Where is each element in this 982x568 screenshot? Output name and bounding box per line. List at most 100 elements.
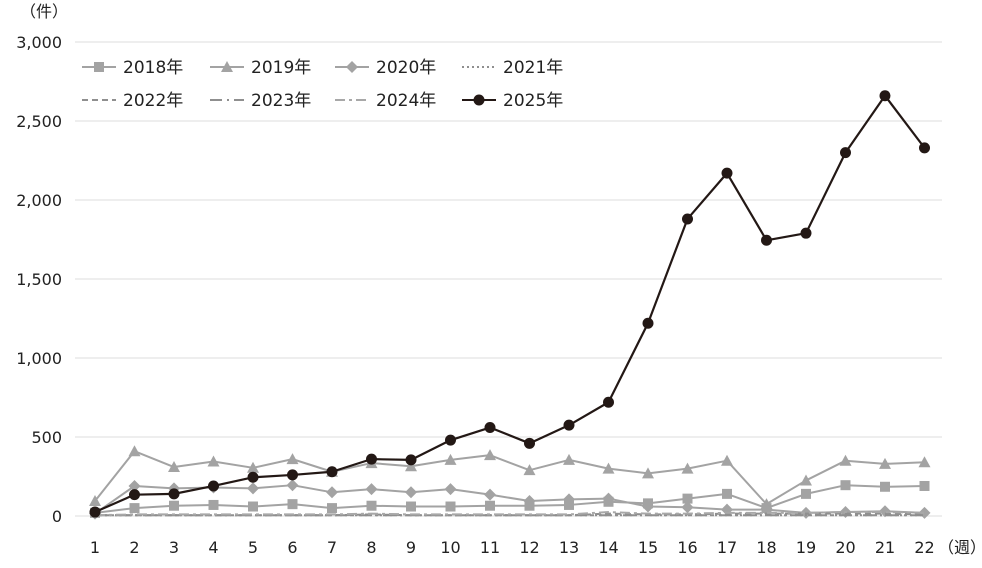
x-tick-label: 21	[875, 538, 895, 557]
legend-item: 2022年	[82, 91, 183, 111]
x-tick-label: 15	[638, 538, 658, 557]
y-tick-label: 2,500	[16, 112, 62, 131]
data-point	[286, 479, 299, 492]
data-point	[800, 227, 812, 239]
data-point	[444, 453, 457, 465]
x-tick-label: 17	[717, 538, 737, 557]
x-tick-label: 1	[90, 538, 100, 557]
legend-item: 2019年	[210, 58, 311, 78]
data-point	[563, 453, 575, 465]
data-point	[919, 480, 930, 491]
data-point	[721, 167, 733, 179]
data-point	[484, 422, 496, 434]
x-tick-label: 16	[677, 538, 697, 557]
legend: 2018年 2019年 2020年 2021年 2022年 2023年 2024年 2025年	[82, 58, 563, 111]
data-point	[208, 480, 219, 492]
y-tick-label: 2,000	[16, 191, 62, 210]
x-unit-label: （週）	[938, 538, 982, 557]
x-tick-label: 2	[129, 538, 139, 557]
data-point	[682, 493, 693, 504]
data-point	[286, 453, 299, 465]
y-tick-label: 1,500	[16, 270, 62, 289]
data-point	[89, 506, 101, 518]
data-point	[405, 486, 417, 499]
x-tick-label: 19	[796, 538, 816, 557]
x-tick-label: 8	[366, 538, 376, 557]
legend-item: 2018年	[82, 58, 183, 78]
data-point	[840, 147, 851, 159]
series-7	[94, 511, 925, 517]
series-line	[94, 484, 925, 514]
x-tick-label: 18	[756, 538, 776, 557]
data-point	[523, 464, 536, 476]
data-point	[485, 500, 495, 511]
x-tick-label: 9	[406, 538, 416, 557]
data-point	[563, 493, 575, 506]
data-point	[642, 467, 654, 479]
legend-label: 2020年	[376, 58, 436, 78]
series-2	[89, 445, 931, 510]
legend-swatch-marker	[221, 61, 233, 72]
data-point	[642, 500, 654, 513]
series-8	[89, 90, 930, 518]
data-point	[602, 492, 615, 505]
x-tick-label: 4	[208, 538, 218, 557]
data-point	[602, 462, 615, 474]
data-point	[247, 471, 259, 483]
data-point	[208, 499, 219, 510]
data-point	[89, 494, 101, 506]
x-tick-label: 3	[169, 538, 179, 557]
data-point	[563, 419, 575, 431]
data-point	[129, 503, 140, 514]
data-point	[801, 488, 811, 499]
legend-label: 2023年	[251, 91, 311, 111]
legend-swatch-marker	[94, 62, 104, 72]
legend-label: 2021年	[503, 58, 563, 78]
y-tick-label: 500	[31, 428, 62, 447]
data-point	[129, 489, 140, 501]
series-line	[94, 511, 925, 517]
data-point	[642, 317, 654, 329]
data-point	[484, 488, 496, 501]
x-tick-label: 14	[598, 538, 618, 557]
legend-item: 2021年	[462, 58, 563, 78]
data-point	[326, 486, 338, 499]
data-point	[287, 499, 298, 510]
data-point	[128, 479, 141, 492]
x-tick-label: 6	[287, 538, 297, 557]
x-tick-label: 20	[835, 538, 855, 557]
data-point	[327, 503, 337, 514]
data-point	[445, 501, 456, 512]
data-point	[880, 481, 890, 492]
data-point	[760, 498, 773, 510]
grid-lines	[75, 41, 942, 517]
data-point	[207, 455, 220, 467]
legend-label: 2025年	[503, 91, 563, 111]
data-point	[523, 494, 536, 507]
data-point	[248, 501, 258, 512]
data-point	[484, 449, 496, 461]
y-unit-label: （件）	[20, 2, 68, 21]
data-point	[405, 460, 417, 472]
y-tick-label: 3,000	[16, 33, 62, 52]
data-point	[405, 454, 417, 466]
data-point	[839, 454, 852, 466]
legend-swatch-marker	[346, 61, 358, 73]
data-point	[247, 461, 259, 473]
data-point	[366, 453, 377, 465]
data-point	[681, 462, 694, 474]
data-point	[445, 434, 456, 446]
data-point	[682, 213, 693, 225]
legend-label: 2024年	[376, 91, 436, 111]
legend-label: 2019年	[251, 58, 311, 78]
data-point	[721, 454, 733, 466]
x-tick-label: 22	[914, 538, 934, 557]
x-tick-label: 12	[519, 538, 539, 557]
data-point	[169, 500, 179, 511]
data-point	[366, 500, 377, 511]
data-point	[168, 488, 180, 500]
legend-item: 2024年	[335, 91, 436, 111]
data-point	[681, 501, 694, 514]
y-tick-label: 1,000	[16, 349, 62, 368]
legend-item: 2020年	[335, 58, 436, 78]
